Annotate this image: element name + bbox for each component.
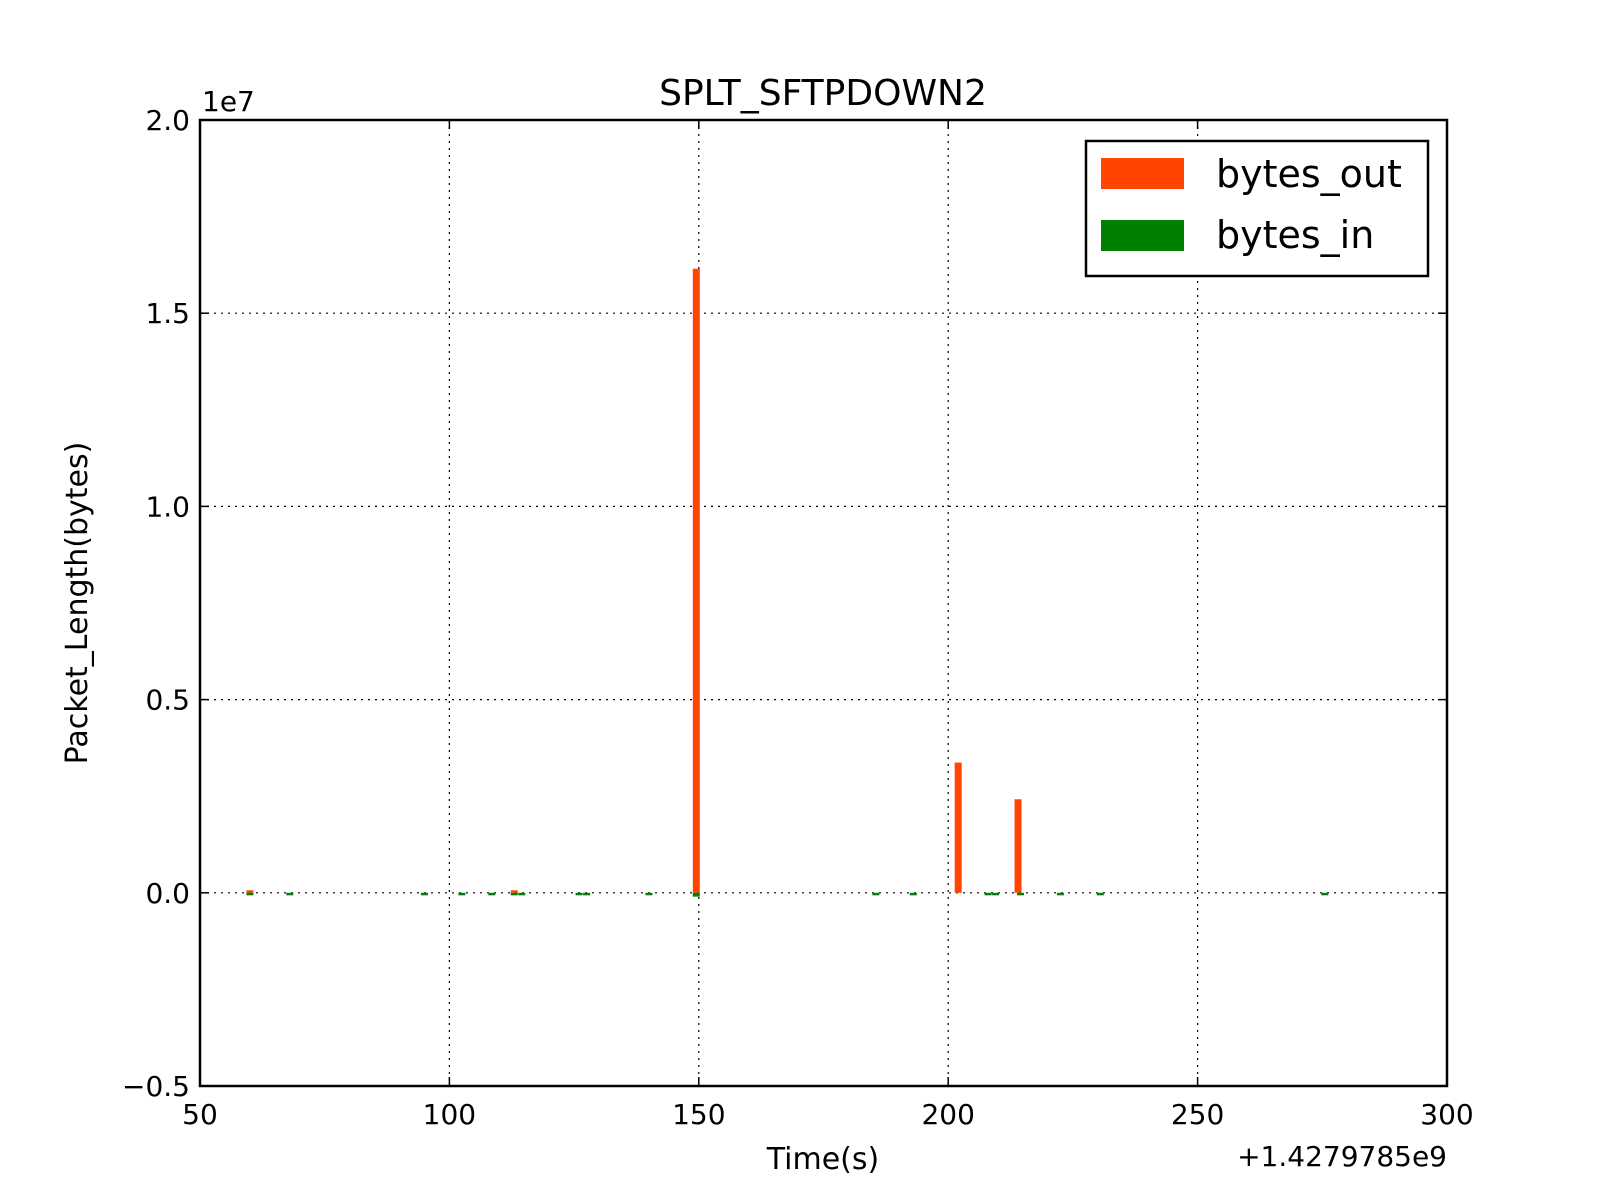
x-tick-label: 300 <box>1420 1098 1473 1131</box>
bar-bytes-in <box>1321 892 1329 896</box>
bar-bytes-in <box>984 892 992 896</box>
bar-bytes-in <box>1056 892 1064 896</box>
legend-label-bytes-out: bytes_out <box>1216 152 1402 196</box>
bar-bytes-out <box>1014 799 1022 893</box>
bar-bytes-out <box>954 762 962 893</box>
x-tick-label: 50 <box>182 1098 218 1131</box>
x-tick-label: 200 <box>921 1098 974 1131</box>
x-axis-label: Time(s) <box>766 1142 879 1177</box>
bar-bytes-out <box>246 890 254 893</box>
bar-bytes-in <box>286 892 294 896</box>
y-scale-label: 1e7 <box>202 85 255 118</box>
bar-bytes-in <box>420 892 428 896</box>
bar-bytes-in <box>583 892 591 896</box>
bar-bytes-in <box>872 892 880 896</box>
legend-label-bytes-in: bytes_in <box>1216 213 1374 257</box>
x-tick-label: 250 <box>1171 1098 1224 1131</box>
x-offset-label: +1.4279785e9 <box>1237 1140 1447 1173</box>
legend-swatch-bytes-in <box>1101 220 1184 251</box>
y-tick-label: 1.5 <box>145 297 190 330</box>
y-tick-label: 1.0 <box>145 490 190 523</box>
bar-bytes-in <box>1096 892 1104 896</box>
y-axis-label: Packet_Length(bytes) <box>60 442 95 765</box>
bar-bytes-out <box>692 268 700 893</box>
x-tick-label: 100 <box>423 1098 476 1131</box>
bar-bytes-in <box>518 892 526 896</box>
x-tick-label: 150 <box>672 1098 725 1131</box>
bar-bytes-in <box>645 892 653 896</box>
bar-bytes-in <box>909 892 917 896</box>
chart-title: SPLT_SFTPDOWN2 <box>659 73 987 114</box>
bar-bytes-in <box>458 892 466 896</box>
bar-bytes-in <box>246 892 254 896</box>
y-tick-label: 2.0 <box>145 104 190 137</box>
bar-bytes-in <box>692 892 700 897</box>
y-tick-label: 0.5 <box>145 684 190 717</box>
legend-swatch-bytes-out <box>1101 158 1184 189</box>
bars <box>246 268 1329 897</box>
legend: bytes_out bytes_in <box>1084 139 1430 278</box>
y-tick-label: 0.0 <box>145 877 190 910</box>
bar-bytes-in <box>992 892 1000 896</box>
plot-frame <box>198 118 1449 1088</box>
bar-bytes-in <box>488 892 496 896</box>
bar-bytes-in <box>575 892 583 896</box>
y-tick-label: −0.5 <box>122 1070 190 1103</box>
bar-bytes-in <box>510 892 518 896</box>
bar-bytes-out <box>510 890 518 893</box>
ticks: 50 100 150 200 250 300 −0.5 0.0 0.5 1.0 1.5 2.0 <box>122 104 1474 1131</box>
bar-bytes-in <box>1017 892 1025 896</box>
